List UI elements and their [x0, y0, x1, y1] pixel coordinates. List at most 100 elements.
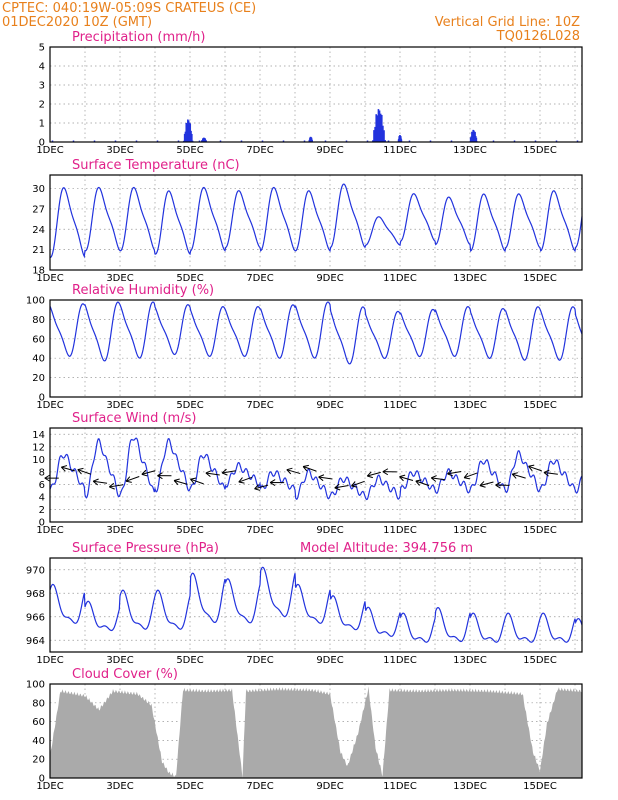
wind-vector-head	[92, 478, 99, 486]
precip-bar	[373, 130, 375, 142]
y-tick-label: 12	[32, 442, 45, 453]
y-tick-label: 4	[39, 62, 45, 73]
y-tick-label: 40	[32, 354, 45, 365]
panel-temp: Surface Temperature (nC) 18 21 24 27 30 1DEC 3D…	[32, 158, 583, 284]
precip-bar	[383, 130, 385, 142]
wind-vector-head	[334, 483, 341, 491]
panel-frame	[49, 427, 583, 523]
panel-title: Surface Pressure (hPa)	[72, 541, 219, 556]
x-tick-label: 15DEC	[523, 525, 557, 536]
x-tick-label: 3DEC	[106, 400, 133, 411]
x-tick-label: 11DEC	[383, 655, 417, 666]
x-tick-label: 9DEC	[316, 145, 343, 156]
wind-vector	[61, 466, 75, 472]
precip-bar	[72, 140, 75, 142]
y-tick-label: 20	[32, 755, 45, 766]
panel-pressure: Surface Pressure (hPa) Model Altitude: 39…	[26, 541, 583, 666]
wind-vector-head	[302, 464, 309, 472]
wind-vector	[173, 480, 188, 485]
wind-vector-head	[415, 479, 422, 486]
precip-bar	[384, 140, 386, 142]
y-tick-label: 2	[39, 505, 45, 516]
wind-vector	[415, 480, 430, 487]
y-tick-label: 21	[32, 245, 45, 256]
x-tick-label: 5DEC	[176, 273, 203, 284]
panel-title: Surface Temperature (nC)	[72, 158, 240, 173]
precip-bar	[177, 140, 180, 142]
precip-bar	[387, 140, 390, 142]
panel-title: Surface Wind (m/s)	[72, 411, 196, 426]
x-tick-label: 3DEC	[106, 525, 133, 536]
y-tick-label: 1	[39, 119, 45, 130]
wind-vector	[528, 465, 542, 472]
precip-bar	[576, 140, 579, 142]
y-tick-label: 80	[32, 315, 45, 326]
x-tick-label: 3DEC	[106, 781, 133, 792]
x-tick-label: 5DEC	[176, 400, 203, 411]
wind-vector	[302, 466, 317, 472]
x-tick-label: 11DEC	[383, 273, 417, 284]
wind-vector-head	[430, 475, 437, 482]
panel-rh: Relative Humidity (%) 0 20 40 60 80 100 1DEC 3DE…	[26, 283, 583, 411]
wind-vector-head	[511, 472, 518, 479]
wind-vector	[238, 476, 253, 483]
precip-bar	[375, 114, 378, 142]
wind-vector-head	[269, 479, 276, 487]
x-tick-label: 1DEC	[36, 655, 63, 666]
precip-bar	[534, 140, 537, 142]
precip-bar	[450, 140, 453, 142]
wind-vector-head	[157, 472, 163, 480]
y-tick-label: 10	[32, 455, 45, 466]
precip-bar	[282, 140, 285, 142]
wind-vector-head	[205, 470, 212, 478]
y-tick-label: 27	[32, 204, 45, 215]
x-tick-label: 9DEC	[316, 525, 343, 536]
x-tick-label: 1DEC	[36, 781, 63, 792]
panel-annotation: Model Altitude: 394.756 m	[300, 541, 473, 556]
wind-vector-head	[447, 469, 454, 477]
precip-bar	[376, 115, 379, 142]
y-tick-label: 964	[26, 636, 45, 647]
precip-bar	[372, 140, 374, 142]
x-tick-label: 11DEC	[383, 525, 417, 536]
wind-vector-head	[254, 484, 261, 491]
x-tick-label: 1DEC	[36, 525, 63, 536]
wind-vector-head	[399, 474, 406, 482]
header-code: TQ0126L028	[496, 29, 580, 44]
y-tick-label: 8	[39, 467, 45, 478]
x-tick-label: 1DEC	[36, 400, 63, 411]
precip-bar	[198, 140, 201, 142]
precip-bar	[380, 114, 383, 142]
x-tick-label: 7DEC	[246, 781, 273, 792]
x-tick-label: 3DEC	[106, 273, 133, 284]
x-tick-label: 13DEC	[453, 145, 487, 156]
precip-bar	[51, 140, 54, 142]
series-line-rh	[49, 301, 583, 365]
x-tick-label: 9DEC	[316, 781, 343, 792]
wind-vector	[399, 476, 414, 482]
x-tick-label: 13DEC	[453, 655, 487, 666]
y-tick-label: 40	[32, 736, 45, 747]
precip-bar	[156, 140, 159, 142]
y-tick-label: 60	[32, 717, 45, 728]
y-tick-label: 0	[39, 774, 45, 785]
x-tick-label: 5DEC	[176, 655, 203, 666]
wind-vector-head	[61, 465, 68, 472]
wind-vector	[205, 472, 220, 476]
precip-bar	[261, 140, 264, 142]
panel-title: Cloud Cover (%)	[72, 667, 178, 682]
x-tick-label: 7DEC	[246, 655, 273, 666]
wind-vector-head	[351, 481, 358, 488]
y-tick-label: 970	[26, 565, 45, 576]
wind-vector	[77, 469, 92, 475]
header-date: 01DEC2020 10Z (GMT)	[2, 15, 152, 30]
y-tick-label: 5	[39, 43, 45, 54]
y-tick-label: 0	[39, 138, 45, 149]
wind-vector-head	[44, 474, 51, 482]
wind-vector-head	[190, 477, 197, 485]
precip-bar	[345, 140, 348, 142]
y-tick-label: 100	[26, 680, 45, 691]
